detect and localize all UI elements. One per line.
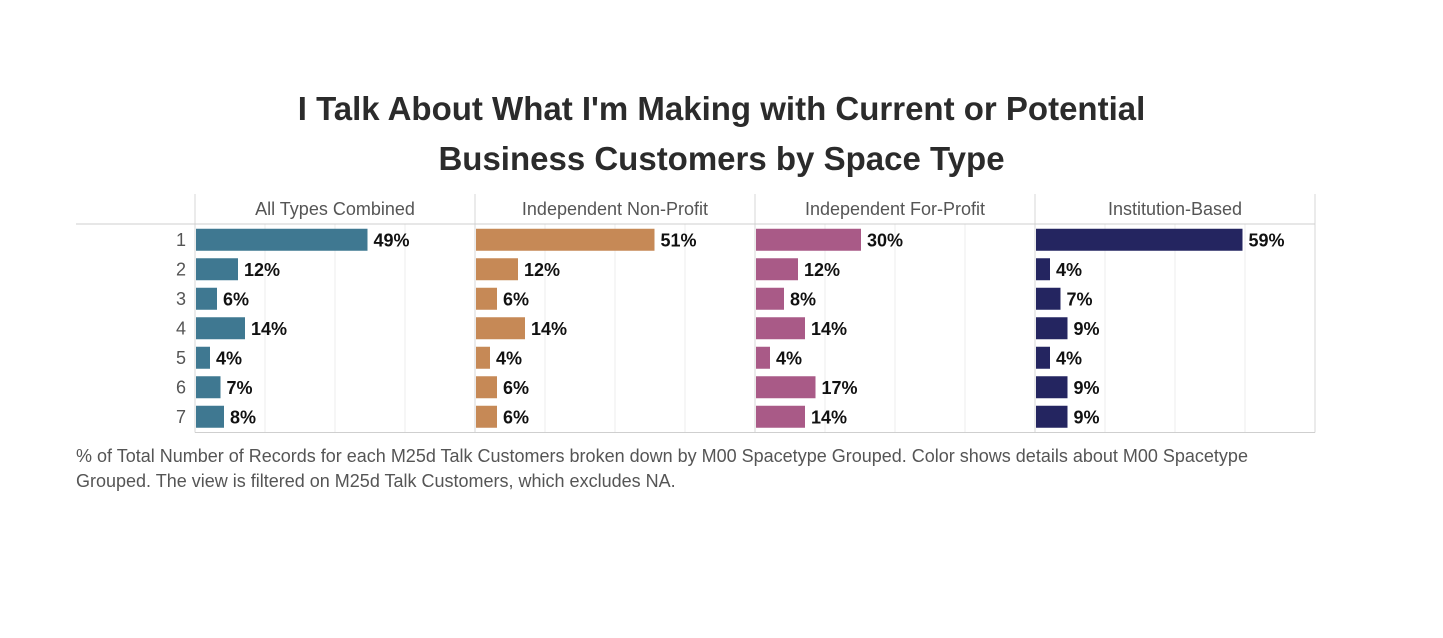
bar-value-label: 9%: [1074, 378, 1100, 398]
bar-value-label: 14%: [811, 407, 847, 427]
bar: [1036, 228, 1243, 251]
bar-value-label: 14%: [531, 319, 567, 339]
bar-value-label: 49%: [374, 230, 410, 250]
row-label: 2: [176, 259, 186, 279]
bar-value-label: 8%: [230, 407, 256, 427]
row-label: 7: [176, 407, 186, 427]
bar: [756, 405, 805, 428]
bar: [476, 228, 655, 251]
bar: [196, 287, 217, 310]
bar: [476, 258, 518, 281]
bar: [196, 405, 224, 428]
bar: [476, 287, 497, 310]
bar-value-label: 9%: [1074, 319, 1100, 339]
bar-value-label: 4%: [776, 348, 802, 368]
bar-value-label: 7%: [227, 378, 253, 398]
panel-header-4: Institution-Based: [1108, 199, 1242, 219]
bar: [196, 258, 238, 281]
chart-title-line-2: Business Customers by Space Type: [438, 140, 1005, 177]
bar: [476, 376, 497, 399]
bar-value-label: 4%: [216, 348, 242, 368]
bar-value-label: 8%: [790, 289, 816, 309]
bar: [196, 346, 210, 369]
panel-header-1: All Types Combined: [255, 199, 415, 219]
bar: [196, 317, 245, 340]
bar: [476, 346, 490, 369]
bar-value-label: 4%: [496, 348, 522, 368]
bar-value-label: 12%: [244, 260, 280, 280]
bar: [1036, 258, 1050, 281]
bar: [476, 405, 497, 428]
bar: [756, 258, 798, 281]
panel-header-2: Independent Non-Profit: [522, 199, 708, 219]
bar: [1036, 287, 1061, 310]
bar: [756, 287, 784, 310]
bar: [196, 228, 368, 251]
bar: [756, 346, 770, 369]
bar: [756, 228, 861, 251]
chart-title: I Talk About What I'm Making with Curren…: [0, 84, 1443, 184]
bar-value-label: 6%: [503, 289, 529, 309]
bar: [1036, 317, 1068, 340]
row-label: 4: [176, 318, 186, 338]
row-label: 5: [176, 348, 186, 368]
bar-value-label: 7%: [1067, 289, 1093, 309]
bar: [1036, 405, 1068, 428]
chart-title-line-1: I Talk About What I'm Making with Curren…: [297, 90, 1146, 127]
row-label: 6: [176, 377, 186, 397]
row-label: 3: [176, 289, 186, 309]
bar-value-label: 51%: [661, 230, 697, 250]
bar-value-label: 30%: [867, 230, 903, 250]
bar: [1036, 376, 1068, 399]
bar: [196, 376, 221, 399]
bar: [756, 376, 816, 399]
bar-value-label: 12%: [804, 260, 840, 280]
row-label: 1: [176, 230, 186, 250]
panel-header-3: Independent For-Profit: [805, 199, 985, 219]
bar: [1036, 346, 1050, 369]
bar: [476, 317, 525, 340]
bar-value-label: 6%: [223, 289, 249, 309]
bar-value-label: 12%: [524, 260, 560, 280]
bar-value-label: 14%: [811, 319, 847, 339]
chart-footnote: % of Total Number of Records for each M2…: [76, 446, 1248, 491]
bar: [756, 317, 805, 340]
bar-value-label: 6%: [503, 378, 529, 398]
bar-value-label: 14%: [251, 319, 287, 339]
bar-value-label: 59%: [1249, 230, 1285, 250]
bar-value-label: 9%: [1074, 407, 1100, 427]
bar-value-label: 4%: [1056, 260, 1082, 280]
bar-value-label: 6%: [503, 407, 529, 427]
bar-value-label: 4%: [1056, 348, 1082, 368]
bar-value-label: 17%: [822, 378, 858, 398]
